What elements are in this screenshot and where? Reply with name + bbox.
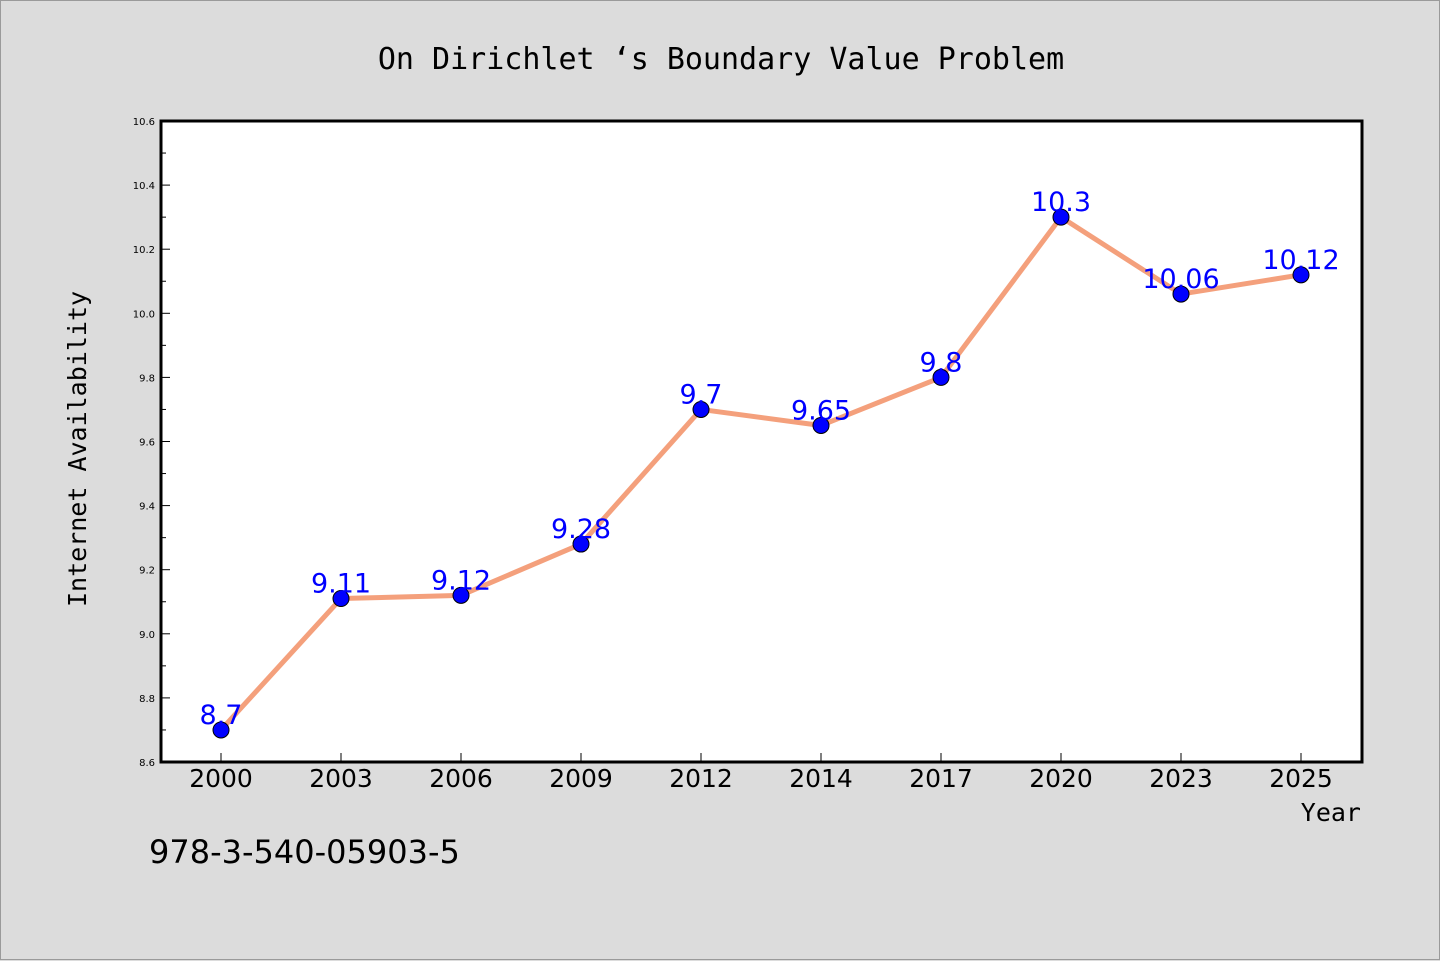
- y-axis-label: Internet Availability: [63, 291, 92, 607]
- data-label: 9.8: [920, 347, 963, 378]
- data-point: [1052, 208, 1070, 226]
- isbn-text: 978-3-540-05903-5: [149, 833, 460, 871]
- data-label: 10.3: [1031, 187, 1091, 218]
- data-point: [212, 721, 230, 739]
- data-label: 8.7: [200, 700, 243, 731]
- y-tick-label: 10.2: [133, 245, 155, 256]
- data-label: 10.12: [1262, 245, 1339, 276]
- x-axis-label: Year: [1301, 798, 1361, 827]
- y-axis-ticks: 8.6 8.8 9.0 9.2 9.4 9.6 9.8 10.0 10.2 10.4 10.6: [133, 117, 170, 769]
- data-label: 10.06: [1142, 264, 1219, 295]
- x-tick-label: 2006: [429, 764, 493, 793]
- y-tick-label: 9.6: [139, 438, 155, 449]
- y-tick-label: 9.0: [139, 630, 155, 641]
- data-point: [812, 416, 830, 434]
- plot-area: [159, 119, 1364, 764]
- y-tick-label: 8.8: [139, 694, 155, 705]
- data-markers: [212, 208, 1310, 739]
- data-point: [1172, 285, 1190, 303]
- x-tick-label: 2017: [909, 764, 973, 793]
- data-point: [452, 586, 470, 604]
- data-point: [692, 400, 710, 418]
- chart-title: On Dirichlet ‘s Boundary Value Problem: [378, 42, 1064, 77]
- data-label: 9.65: [791, 395, 851, 426]
- data-point: [932, 368, 950, 386]
- series-line: [218, 214, 1304, 733]
- y-tick-label: 10.6: [133, 117, 155, 128]
- x-tick-label: 2023: [1149, 764, 1213, 793]
- y-tick-label: 9.2: [139, 566, 155, 577]
- x-axis-ticks: 2000 2003 2006 2009 2012 2014 2017 2020 2023 2025: [189, 753, 1333, 793]
- x-tick-label: 2012: [669, 764, 733, 793]
- data-label: 9.28: [551, 514, 611, 545]
- data-label: 9.7: [680, 379, 723, 410]
- x-tick-label: 2025: [1269, 764, 1333, 793]
- x-tick-label: 2014: [789, 764, 853, 793]
- data-point: [1292, 266, 1310, 284]
- y-tick-label: 8.6: [139, 758, 155, 769]
- data-labels: 8.7 9.11 9.12 9.28 9.7 9.65 9.8 10.3 10.06 10.12: [200, 187, 1340, 731]
- x-tick-label: 2003: [309, 764, 373, 793]
- y-tick-label: 10.0: [133, 309, 155, 320]
- y-tick-label: 9.4: [139, 502, 155, 513]
- x-tick-label: 2020: [1029, 764, 1093, 793]
- data-point: [332, 590, 350, 608]
- x-tick-label: 2009: [549, 764, 613, 793]
- y-tick-label: 9.8: [139, 373, 155, 384]
- series-line-group: [218, 214, 1304, 733]
- data-label: 9.11: [311, 569, 371, 600]
- data-label: 9.12: [431, 565, 491, 596]
- y-tick-label: 10.4: [133, 181, 155, 192]
- x-tick-label: 2000: [189, 764, 253, 793]
- data-point: [572, 535, 590, 553]
